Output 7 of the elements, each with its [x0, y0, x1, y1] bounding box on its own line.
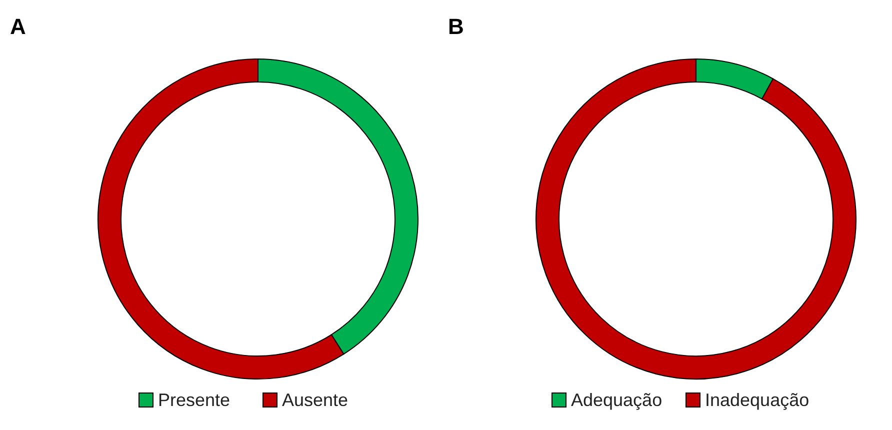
legend-label: Ausente [282, 390, 348, 410]
legend-label: Presente [158, 390, 230, 410]
legend-label: Inadequação [705, 390, 810, 410]
chart-title: B [448, 14, 464, 39]
donut-slice [536, 58, 856, 380]
legend-label: Adequação [571, 390, 662, 410]
chart-title: A [10, 14, 26, 39]
